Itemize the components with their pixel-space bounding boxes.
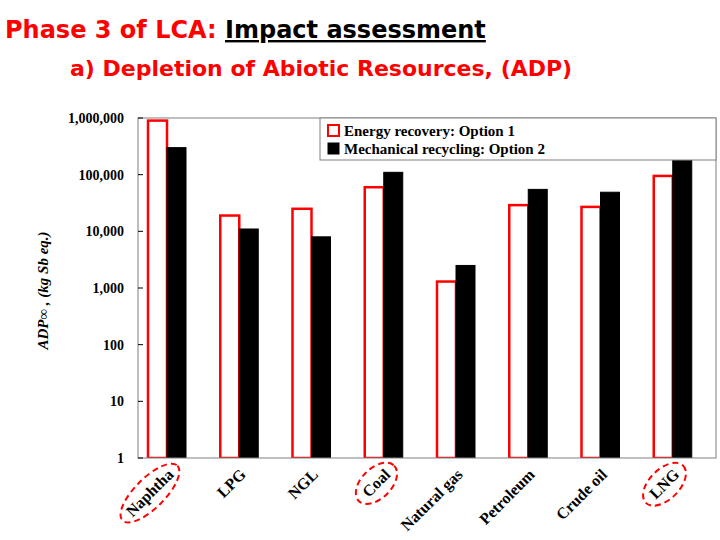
bar [582,207,601,458]
x-label-group: NGL [285,466,322,503]
legend-swatch [328,143,339,154]
y-tick-label: 1,000,000 [68,111,124,126]
highlight [348,455,405,512]
bar [312,237,331,458]
x-label-group: LPG [214,465,250,501]
y-tick-label: 1,000 [93,281,125,296]
plot-frame [138,118,716,458]
y-tick-label: 1 [117,451,124,466]
bar [437,282,456,458]
y-tick [138,401,143,402]
y-tick [138,458,143,459]
bar [167,148,186,458]
chart: Phase 3 of LCA: Impact assessment a) Depl… [0,0,720,540]
bar [654,176,673,458]
x-label-group: Petroleum [476,465,539,528]
y-tick-label: 10 [110,394,124,409]
x-tick-label: Petroleum [476,465,539,528]
bar [601,192,620,458]
bar [148,121,167,458]
x-label-group: Naphtha [112,455,188,531]
highlight [112,455,188,531]
x-tick-label: Crude oil [553,465,611,523]
title: Phase 3 of LCA: Impact assessment [5,16,486,44]
y-tick-label: 10,000 [86,224,125,239]
x-label-group: LNG [635,455,693,513]
y-axis-label: ADP∞ , (kg Sb eq.) [35,231,52,350]
y-tick [138,118,143,119]
legend [320,118,716,160]
subtitle: a) Depletion of Abiotic Resources, (ADP) [70,56,572,81]
y-tick [138,231,143,232]
bars [148,121,692,458]
y-tick [138,344,143,345]
x-label-group: Coal [348,455,405,512]
bar [673,160,692,458]
x-label-group: Crude oil [553,465,611,523]
legend-label: Mechanical recycling: Option 2 [344,141,545,157]
y-tick [138,288,143,289]
bar [528,189,547,458]
bar [365,187,384,458]
x-tick-label: NGL [285,466,322,503]
bar [220,216,239,458]
x-tick-label: Coal [359,465,394,500]
y-tick-label: 100 [103,338,124,353]
y-tick-label: 100,000 [79,168,125,183]
bar [456,265,475,458]
x-label-group: Natural gas [397,466,466,535]
bar [293,209,312,458]
y-tick [138,174,143,175]
highlight [635,455,693,513]
legend-label: Energy recovery: Option 1 [344,123,515,139]
x-tick-label: LPG [214,465,250,501]
bar [384,172,403,458]
bar [509,205,528,458]
legend-swatch [328,125,339,136]
bar [239,229,258,458]
x-tick-label: LNG [646,465,683,502]
x-tick-label: Natural gas [397,466,466,535]
